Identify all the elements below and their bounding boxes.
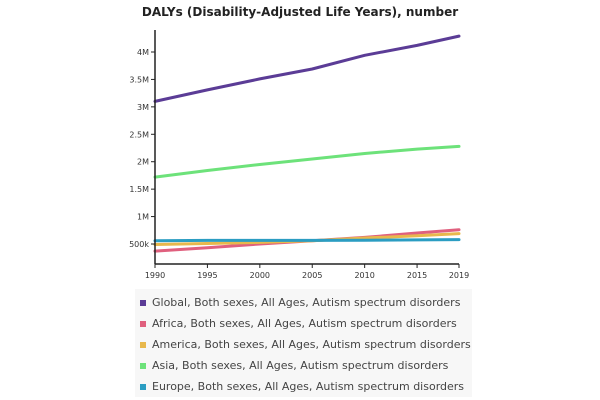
legend-swatch <box>140 320 146 327</box>
x-tick-label: 2005 <box>302 271 322 280</box>
y-tick-label: 2.5M <box>129 130 149 139</box>
x-tick-label: 2019 <box>449 271 469 280</box>
x-tick-label: 2010 <box>354 271 374 280</box>
x-tick-label: 2000 <box>250 271 270 280</box>
legend-swatch <box>140 362 146 369</box>
y-tick-label: 1M <box>137 213 149 222</box>
y-tick-label: 500k <box>129 240 149 249</box>
legend-item[interactable]: Asia, Both sexes, All Ages, Autism spect… <box>135 355 472 376</box>
x-tick-label: 2015 <box>407 271 427 280</box>
legend-item[interactable]: Europe, Both sexes, All Ages, Autism spe… <box>135 376 472 397</box>
legend: Global, Both sexes, All Ages, Autism spe… <box>135 289 472 397</box>
chart-title: DALYs (Disability-Adjusted Life Years), … <box>141 5 459 19</box>
legend-item[interactable]: America, Both sexes, All Ages, Autism sp… <box>135 334 472 355</box>
line-chart: 500k 1M 1.5M 2M 2.5M 3M 3.5M 4M 1990 1995 2000 2005… <box>129 30 469 280</box>
axes: 500k 1M 1.5M 2M 2.5M 3M 3.5M 4M 1990 1995 2000 2005… <box>129 30 469 280</box>
legend-swatch <box>140 383 146 390</box>
y-tick-label: 3.5M <box>129 75 149 84</box>
series-lines <box>153 34 461 253</box>
x-tick-label: 1995 <box>197 271 217 280</box>
x-tick-label: 1990 <box>145 271 165 280</box>
series-line-europe[interactable] <box>153 238 461 243</box>
legend-item[interactable]: Africa, Both sexes, All Ages, Autism spe… <box>135 313 472 334</box>
legend-label: Africa, Both sexes, All Ages, Autism spe… <box>152 317 457 330</box>
legend-label: Europe, Both sexes, All Ages, Autism spe… <box>152 380 465 393</box>
legend-swatch <box>140 299 146 306</box>
y-tick-label: 2M <box>137 158 149 167</box>
legend-label: Global, Both sexes, All Ages, Autism spe… <box>152 296 461 309</box>
legend-label: Asia, Both sexes, All Ages, Autism spect… <box>152 359 449 372</box>
legend-label: America, Both sexes, All Ages, Autism sp… <box>152 338 471 351</box>
series-line-global[interactable] <box>153 34 461 103</box>
legend-swatch <box>140 341 146 348</box>
y-tick-label: 4M <box>137 48 149 57</box>
y-tick-label: 1.5M <box>129 185 149 194</box>
series-line-asia[interactable] <box>153 144 461 179</box>
y-tick-label: 3M <box>137 103 149 112</box>
legend-item[interactable]: Global, Both sexes, All Ages, Autism spe… <box>135 292 472 313</box>
